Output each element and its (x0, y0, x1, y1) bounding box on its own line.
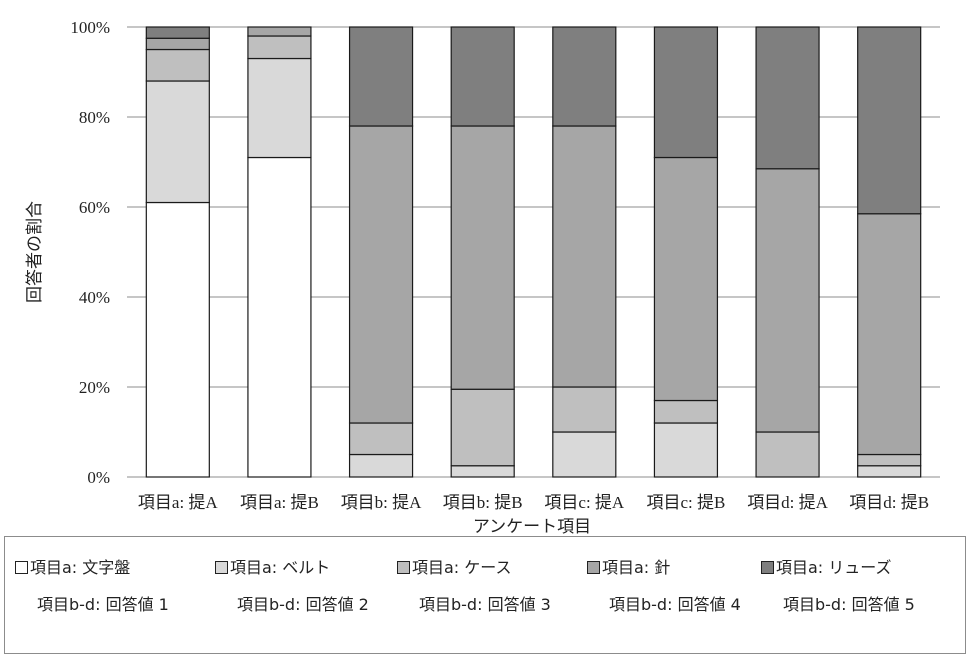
y-tick-label: 0% (87, 468, 110, 487)
bar-segment (145, 80, 210, 204)
legend-swatch (587, 561, 600, 574)
x-axis-title: アンケート項目 (473, 517, 591, 536)
legend-swatch (15, 561, 28, 574)
bar-segment (653, 422, 719, 478)
x-tick-label: 項目d: 提B (849, 493, 929, 512)
y-tick-label: 100% (70, 18, 110, 37)
y-axis-title: 回答者の割合 (25, 201, 45, 303)
y-tick-labels: 0% 20% 40% 60% 80% 100% (70, 18, 110, 487)
legend-label-secondary: 項目b-d: 回答値 2 (237, 595, 369, 614)
bar-segment (145, 37, 210, 51)
legend-label-secondary: 項目b-d: 回答値 5 (783, 595, 915, 614)
bar-segment (348, 422, 414, 456)
bar-segment (552, 26, 617, 127)
legend-label: 項目a: リューズ (761, 554, 891, 578)
bar-segment (857, 213, 922, 456)
bar-segment (145, 26, 210, 39)
legend-label-secondary: 項目b-d: 回答値 4 (609, 595, 741, 614)
bar-segment (755, 26, 820, 170)
legend-label: 項目a: 針 (587, 554, 670, 578)
bar-segment (755, 168, 820, 433)
x-tick-label: 項目c: 提A (544, 493, 625, 512)
y-tick-label: 20% (79, 378, 110, 397)
x-tick-label: 項目b: 提B (443, 493, 523, 512)
bar-segment (450, 388, 515, 467)
bar-segment (653, 156, 719, 402)
x-tick-label: 項目b: 提A (341, 493, 422, 512)
bar-segment (755, 431, 820, 478)
bar-segment (653, 26, 719, 159)
bar-segment (552, 386, 617, 433)
legend-swatch (397, 561, 410, 574)
y-tick-label: 60% (79, 198, 110, 217)
x-tick-label: 項目a: 提A (138, 493, 219, 512)
bar-segment (348, 453, 414, 478)
legend-label-secondary: 項目b-d: 回答値 3 (419, 595, 551, 614)
bar-segment (450, 125, 515, 390)
x-tick-labels: 項目a: 提A 項目a: 提B 項目b: 提A 項目b: 提B 項目c: 提A 項目c: … (138, 493, 929, 512)
x-tick-label: 項目c: 提B (647, 493, 726, 512)
bar-segment (247, 26, 312, 37)
legend-swatch (215, 561, 228, 574)
y-tick-label: 80% (79, 108, 110, 127)
legend-swatch (761, 561, 774, 574)
bar-segment (450, 465, 515, 478)
bar-segment (247, 35, 312, 60)
bar-segment (552, 431, 617, 478)
stacked-bar-chart: 0% 20% 40% 60% 80% 100% 項目a: 提A 項目a: 提B 項目b: 提A… (25, 18, 940, 536)
legend-label: 項目a: ケース (397, 554, 511, 578)
x-tick-label: 項目a: 提B (240, 493, 319, 512)
bar-segment (348, 26, 414, 127)
bar-segment (857, 26, 922, 215)
legend: 項目a: 文字盤項目b-d: 回答値 1 項目a: ベルト項目b-d: 回答値 2… (4, 536, 966, 654)
bar-segment (247, 57, 312, 159)
bar-segment (348, 125, 414, 424)
y-tick-label: 40% (79, 288, 110, 307)
bar-segment (653, 399, 719, 424)
bar-segment (145, 48, 210, 82)
bar-segment (857, 453, 922, 467)
bar-segment (247, 156, 312, 478)
legend-label: 項目a: 文字盤 (15, 554, 130, 578)
bar-segment (450, 26, 515, 127)
legend-label: 項目a: ベルト (215, 554, 330, 578)
x-tick-label: 項目d: 提A (747, 493, 828, 512)
bar-segment (552, 125, 617, 388)
bars (145, 26, 922, 478)
bar-segment (857, 465, 922, 478)
bar-segment (145, 201, 210, 478)
legend-label-secondary: 項目b-d: 回答値 1 (37, 595, 169, 614)
